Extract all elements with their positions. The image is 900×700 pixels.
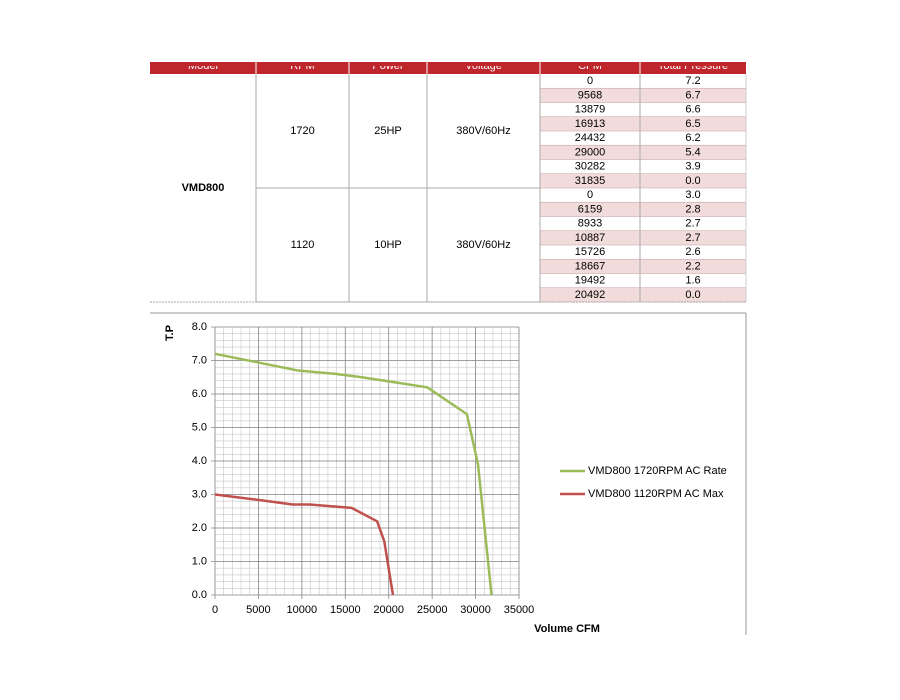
cfm-cell: 8933	[578, 218, 602, 230]
row-stripe	[539, 173, 747, 189]
legend-label: VMD800 1120RPM AC Max	[588, 488, 724, 500]
cfm-cell: 29000	[575, 146, 606, 158]
y-tick-label: 1.0	[192, 555, 207, 567]
cfm-cell: 15726	[575, 246, 606, 258]
header-cell: RPM	[290, 60, 314, 72]
y-tick-label: 8.0	[192, 321, 207, 333]
cfm-cell: 31835	[575, 175, 606, 187]
x-tick-label: 5000	[246, 604, 270, 616]
y-tick-label: 5.0	[192, 421, 207, 433]
header-cell: CFM	[578, 60, 602, 72]
cfm-cell: 18667	[575, 260, 606, 272]
series-line	[214, 493, 395, 596]
series-line	[214, 352, 493, 596]
cfm-cell: 0	[587, 189, 593, 201]
cfm-cell: 16913	[575, 118, 606, 130]
pressure-cell: 5.4	[685, 146, 700, 158]
cfm-cell: 30282	[575, 161, 606, 173]
x-tick-label: 35000	[504, 604, 535, 616]
power-cell: 10HP	[374, 239, 402, 251]
pressure-cell: 6.5	[685, 118, 700, 130]
row-stripe	[539, 116, 747, 132]
cfm-cell: 19492	[575, 275, 606, 287]
voltage-cell: 380V/60Hz	[456, 239, 510, 251]
pressure-cell: 6.6	[685, 104, 700, 116]
pressure-cell: 0.0	[685, 175, 700, 187]
table-header-bar	[150, 62, 746, 74]
y-tick-label: 0.0	[192, 589, 207, 601]
row-stripe	[539, 287, 747, 303]
y-tick-label: 3.0	[192, 488, 207, 500]
header-cell: Voltage	[465, 60, 502, 72]
y-tick-label: 7.0	[192, 354, 207, 366]
cfm-cell: 24432	[575, 132, 606, 144]
y-axis-label: T.P	[164, 325, 176, 341]
voltage-cell: 380V/60Hz	[456, 125, 510, 137]
pressure-cell: 7.2	[685, 75, 700, 87]
pressure-cell: 2.6	[685, 246, 700, 258]
model-cell: VMD800	[182, 182, 225, 194]
pressure-cell: 3.9	[685, 161, 700, 173]
pressure-cell: 3.0	[685, 189, 700, 201]
row-stripe	[539, 87, 747, 103]
pressure-cell: 6.7	[685, 89, 700, 101]
row-stripe	[539, 144, 747, 160]
header-cell: Total Pressure	[658, 60, 728, 72]
x-tick-label: 25000	[417, 604, 448, 616]
cfm-cell: 6159	[578, 203, 602, 215]
y-tick-label: 6.0	[192, 388, 207, 400]
x-axis-label: Volume CFM	[534, 623, 600, 635]
y-tick-label: 4.0	[192, 455, 207, 467]
cfm-cell: 13879	[575, 104, 606, 116]
power-cell: 25HP	[374, 125, 402, 137]
x-tick-label: 15000	[330, 604, 361, 616]
x-tick-label: 20000	[373, 604, 404, 616]
pressure-cell: 6.2	[685, 132, 700, 144]
pressure-cell: 0.0	[685, 289, 700, 301]
pressure-cell: 2.7	[685, 218, 700, 230]
cfm-cell: 9568	[578, 89, 602, 101]
row-stripe	[539, 258, 747, 274]
x-tick-label: 10000	[287, 604, 318, 616]
row-stripe	[539, 230, 747, 246]
row-stripe	[539, 201, 747, 217]
pressure-cell: 2.8	[685, 203, 700, 215]
legend-label: VMD800 1720RPM AC Rate	[588, 465, 727, 477]
cfm-cell: 10887	[575, 232, 606, 244]
rpm-cell: 1120	[291, 239, 315, 251]
cfm-cell: 20492	[575, 289, 606, 301]
y-tick-label: 2.0	[192, 522, 207, 534]
x-tick-label: 30000	[460, 604, 491, 616]
pressure-cell: 1.6	[685, 275, 700, 287]
rpm-cell: 1720	[290, 125, 314, 137]
x-tick-label: 0	[212, 604, 218, 616]
pressure-cell: 2.7	[685, 232, 700, 244]
header-cell: Power	[372, 60, 404, 72]
header-cell: Model	[188, 60, 218, 72]
cfm-cell: 0	[587, 75, 593, 87]
pressure-cell: 2.2	[685, 260, 700, 272]
